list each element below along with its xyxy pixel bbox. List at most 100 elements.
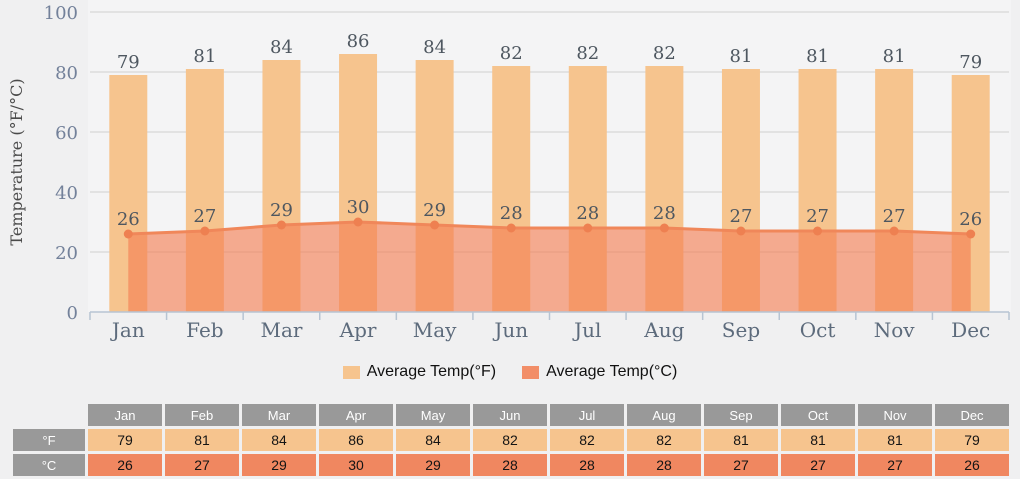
temperature-cell: 28 bbox=[627, 454, 701, 476]
table-row-fahrenheit: °F 79 81 84 86 84 82 82 82 81 81 81 79 bbox=[13, 429, 1009, 451]
temperature-cell: 86 bbox=[319, 429, 393, 451]
bar-value-label-f: 81 bbox=[883, 46, 906, 67]
temperature-cell: 81 bbox=[858, 429, 932, 451]
temperature-cell: 27 bbox=[781, 454, 855, 476]
point-value-label-c: 29 bbox=[270, 200, 293, 221]
temperature-cell: 26 bbox=[935, 454, 1009, 476]
temperature-cell: 79 bbox=[935, 429, 1009, 451]
point-value-label-c: 28 bbox=[653, 203, 676, 224]
x-axis-month-label: Jun bbox=[492, 318, 528, 342]
bar-value-label-f: 84 bbox=[270, 37, 293, 58]
month-header-cell: Nov bbox=[858, 404, 932, 426]
month-header-cell: Jul bbox=[550, 404, 624, 426]
month-header-cell: Jun bbox=[473, 404, 547, 426]
line-point-avg-temp-c bbox=[123, 229, 133, 239]
bar-value-label-f: 82 bbox=[500, 43, 523, 64]
month-header-cell: Apr bbox=[319, 404, 393, 426]
month-header-cell: Feb bbox=[165, 404, 239, 426]
point-value-label-c: 29 bbox=[423, 200, 446, 221]
chart-legend: Average Temp(°F) Average Temp(°C) bbox=[0, 363, 1020, 381]
bar-value-label-f: 82 bbox=[576, 43, 599, 64]
bar-value-label-f: 81 bbox=[730, 46, 753, 67]
temperature-cell: 84 bbox=[242, 429, 316, 451]
bar-value-label-f: 86 bbox=[347, 31, 370, 52]
legend-label-avg-temp-c: Average Temp(°C) bbox=[546, 363, 678, 380]
line-point-avg-temp-c bbox=[966, 229, 976, 239]
temperature-cell: 84 bbox=[396, 429, 470, 451]
line-point-avg-temp-c bbox=[430, 220, 440, 230]
month-header-cell: May bbox=[396, 404, 470, 426]
x-axis-month-label: Aug bbox=[643, 318, 684, 342]
point-value-label-c: 27 bbox=[193, 206, 216, 227]
x-axis-month-label: Nov bbox=[874, 318, 916, 342]
x-axis-month-label: Oct bbox=[800, 318, 836, 342]
point-value-label-c: 26 bbox=[959, 209, 982, 230]
legend-item-avg-temp-f[interactable]: Average Temp(°F) bbox=[342, 363, 496, 381]
bar-value-label-f: 79 bbox=[959, 52, 982, 73]
temperature-cell: 27 bbox=[704, 454, 778, 476]
area-avg-temp-c bbox=[128, 222, 971, 312]
y-axis-title: Temperature (°F/°C) bbox=[7, 78, 26, 245]
legend-swatch-f-icon bbox=[342, 365, 360, 379]
y-axis-tick-label: 20 bbox=[55, 243, 78, 264]
legend-item-avg-temp-c[interactable]: Average Temp(°C) bbox=[522, 363, 677, 381]
line-point-avg-temp-c bbox=[353, 217, 363, 227]
y-axis-tick-label: 60 bbox=[55, 123, 78, 144]
line-point-avg-temp-c bbox=[200, 226, 210, 236]
bar-value-label-f: 82 bbox=[653, 43, 676, 64]
temperature-cell: 28 bbox=[473, 454, 547, 476]
row-label-cell: °F bbox=[13, 429, 85, 451]
line-point-avg-temp-c bbox=[813, 226, 823, 236]
x-axis-month-label: May bbox=[413, 318, 457, 342]
temperature-cell: 29 bbox=[242, 454, 316, 476]
temperature-chart-canvas: 0 20 40 60 80 100 Temperature (°F/°C) 79 81 84 86 8… bbox=[7, 3, 1010, 342]
x-axis-month-label: Apr bbox=[339, 318, 377, 342]
line-point-avg-temp-c bbox=[583, 223, 593, 233]
month-header-cell: Mar bbox=[242, 404, 316, 426]
line-point-avg-temp-c bbox=[506, 223, 516, 233]
bar-value-label-f: 81 bbox=[806, 46, 829, 67]
point-value-label-c: 30 bbox=[347, 197, 370, 218]
line-point-avg-temp-c bbox=[736, 226, 746, 236]
temperature-cell: 28 bbox=[550, 454, 624, 476]
month-header-cell: Oct bbox=[781, 404, 855, 426]
line-point-avg-temp-c bbox=[276, 220, 286, 230]
point-value-label-c: 28 bbox=[576, 203, 599, 224]
month-header-cell: Dec bbox=[935, 404, 1009, 426]
point-value-label-c: 26 bbox=[117, 209, 140, 230]
point-value-label-c: 27 bbox=[883, 206, 906, 227]
x-axis-month-label: Sep bbox=[722, 318, 760, 342]
temperature-cell: 79 bbox=[88, 429, 162, 451]
y-axis-tick-label: 40 bbox=[55, 183, 78, 204]
x-axis-month-label: Dec bbox=[951, 318, 990, 342]
month-header-cell: Jan bbox=[88, 404, 162, 426]
x-axis-month-label: Jul bbox=[572, 318, 601, 342]
table-header-row: Jan Feb Mar Apr May Jun Jul Aug Sep Oct Nov Dec bbox=[13, 404, 1009, 426]
bar-value-label-f: 84 bbox=[423, 37, 446, 58]
point-value-label-c: 28 bbox=[500, 203, 523, 224]
bar-value-label-f: 81 bbox=[193, 46, 216, 67]
temperature-cell: 81 bbox=[781, 429, 855, 451]
month-header-cell: Sep bbox=[704, 404, 778, 426]
temperature-cell: 82 bbox=[550, 429, 624, 451]
temperature-cell: 81 bbox=[165, 429, 239, 451]
table-corner-cell bbox=[13, 404, 85, 426]
bar-value-label-f: 79 bbox=[117, 52, 140, 73]
temperature-cell: 82 bbox=[627, 429, 701, 451]
point-value-label-c: 27 bbox=[806, 206, 829, 227]
table-row-celsius: °C 26 27 29 30 29 28 28 28 27 27 27 26 bbox=[13, 454, 1009, 476]
temperature-cell: 29 bbox=[396, 454, 470, 476]
temperature-cell: 27 bbox=[858, 454, 932, 476]
y-axis-tick-label: 0 bbox=[67, 303, 78, 324]
month-header-cell: Aug bbox=[627, 404, 701, 426]
line-point-avg-temp-c bbox=[659, 223, 669, 233]
temperature-cell: 82 bbox=[473, 429, 547, 451]
temperature-cell: 81 bbox=[704, 429, 778, 451]
point-value-label-c: 27 bbox=[730, 206, 753, 227]
temperature-cell: 26 bbox=[88, 454, 162, 476]
monthly-temperature-table: Jan Feb Mar Apr May Jun Jul Aug Sep Oct Nov Dec °F 79… bbox=[10, 401, 1012, 479]
temperature-cell: 27 bbox=[165, 454, 239, 476]
x-axis-month-label: Mar bbox=[260, 318, 302, 342]
line-point-avg-temp-c bbox=[889, 226, 899, 236]
